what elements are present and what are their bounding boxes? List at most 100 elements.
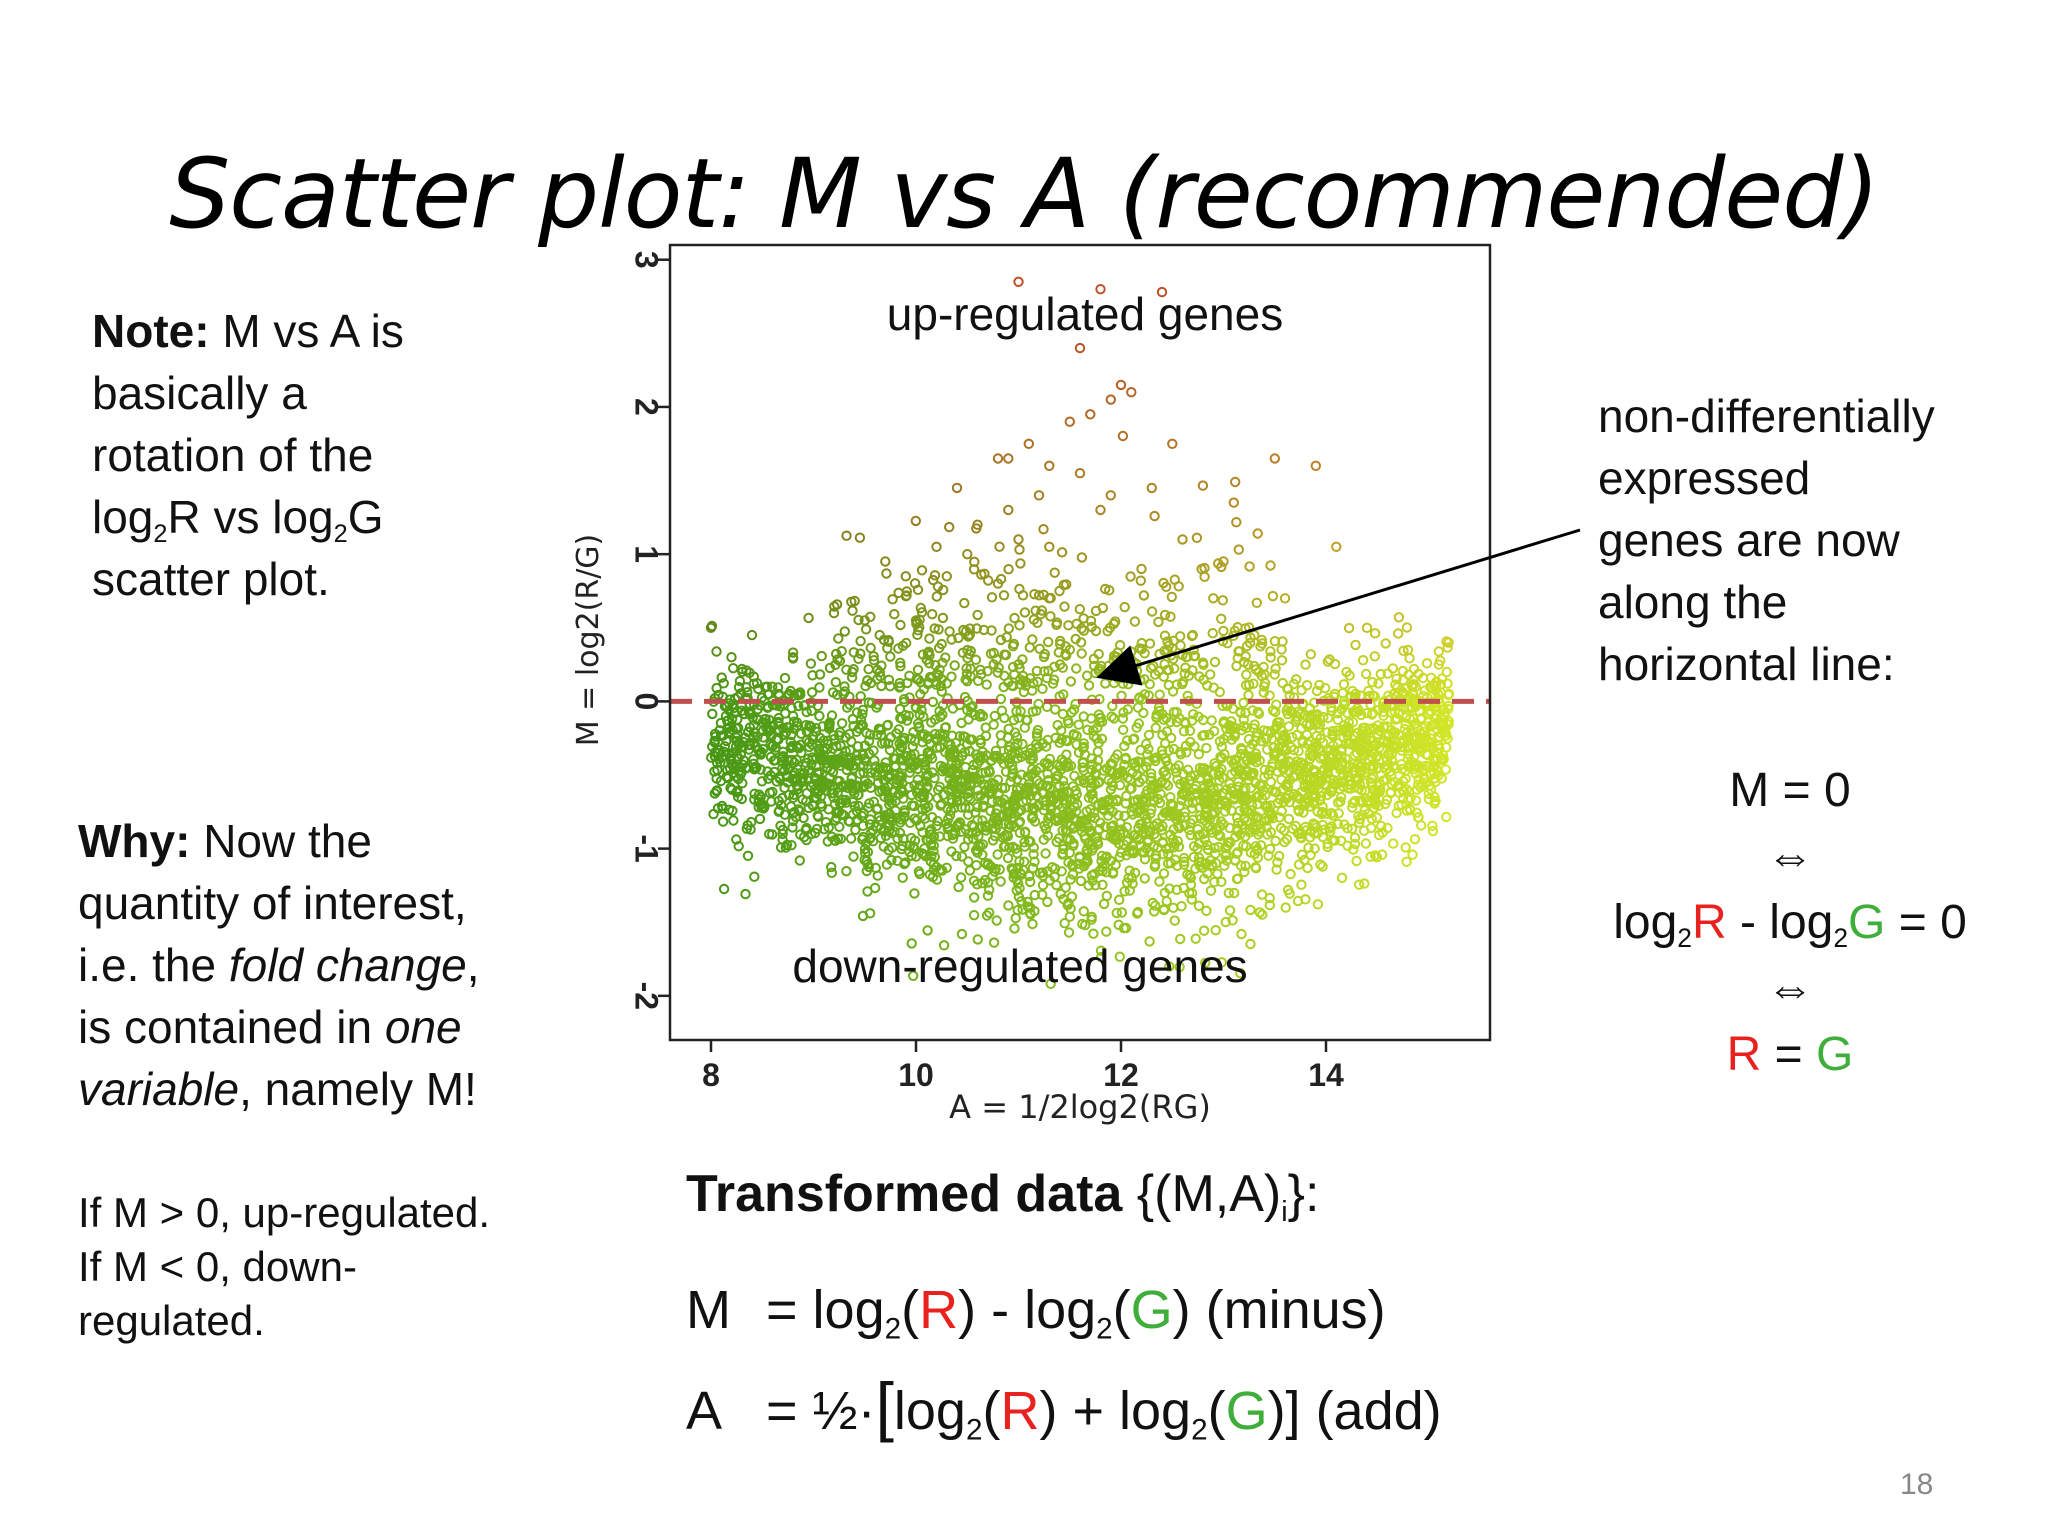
scatter-point: [1277, 753, 1288, 765]
scatter-point: [1339, 819, 1350, 830]
y-tick-label: 2: [629, 398, 665, 416]
scatter-point: [1309, 828, 1320, 839]
scatter-point: [807, 670, 818, 681]
scatter-point: [1197, 714, 1209, 726]
scatter-point: [1116, 690, 1127, 701]
scatter-point: [1431, 681, 1442, 692]
scatter-point: [1126, 387, 1137, 398]
why-emph-variable: variable: [78, 1063, 240, 1115]
scatter-point: [1332, 818, 1344, 830]
scatter-point: [741, 665, 752, 676]
scatter-point: [1218, 625, 1229, 637]
scatter-point: [1024, 870, 1035, 882]
why-line-5: variable, namely M!: [78, 1058, 480, 1120]
scatter-point: [1111, 794, 1122, 805]
a-bracket: [: [875, 1369, 894, 1443]
scatter-point: [1322, 841, 1333, 853]
scatter-point: [826, 710, 838, 721]
scatter-point: [1126, 806, 1137, 817]
scatter-point: [1011, 784, 1023, 795]
scatter-point: [782, 722, 793, 733]
scatter-point: [1003, 564, 1014, 575]
scatter-point: [956, 928, 968, 940]
scatter-point: [854, 532, 866, 543]
scatter-point: [1374, 787, 1385, 798]
scatter-point: [1322, 727, 1333, 738]
scatter-point: [1358, 825, 1370, 836]
scatter-point: [972, 758, 983, 770]
scatter-point: [958, 624, 969, 636]
scatter-point: [1045, 809, 1056, 820]
scatter-point: [916, 565, 928, 576]
scatter-point: [826, 861, 837, 873]
scatter-point: [1288, 744, 1300, 756]
scatter-point: [1075, 875, 1087, 887]
scatter-point: [1246, 755, 1257, 766]
scatter-point: [792, 775, 803, 787]
scatter-point: [731, 732, 742, 743]
scatter-point: [1018, 864, 1029, 876]
scatter-point: [1338, 679, 1350, 690]
scatter-point: [754, 813, 766, 825]
scatter-point: [1086, 621, 1097, 633]
scatter-point: [1179, 811, 1190, 822]
scatter-point: [1206, 715, 1217, 726]
scatter-point: [973, 831, 984, 842]
scatter-point: [777, 792, 788, 804]
scatter-point: [1305, 753, 1316, 764]
scatter-point: [787, 710, 799, 722]
scatter-point: [1078, 738, 1089, 749]
scatter-point: [965, 793, 976, 805]
scatter-point: [895, 681, 906, 692]
scatter-point: [1105, 490, 1116, 501]
scatter-point: [896, 713, 908, 724]
scatter-point: [1228, 497, 1239, 508]
scatter-point: [766, 741, 778, 752]
scatter-point: [806, 828, 817, 840]
scatter-point: [1393, 708, 1404, 719]
scatter-point: [729, 707, 741, 719]
scatter-point: [1198, 925, 1210, 936]
scatter-point: [1149, 861, 1160, 872]
scatter-point: [1064, 644, 1075, 655]
scatter-point: [1315, 753, 1326, 764]
scatter-point: [1044, 460, 1055, 472]
scatter-point: [1361, 622, 1373, 633]
scatter-point: [1085, 409, 1096, 420]
scatter-point: [941, 862, 952, 873]
scatter-point: [1043, 636, 1054, 648]
scatter-point: [1025, 743, 1037, 755]
scatter-point: [1210, 925, 1221, 936]
a-text: = ½·: [766, 1381, 876, 1441]
scatter-point: [1045, 804, 1057, 815]
scatter-point: [1128, 734, 1139, 745]
scatter-point: [1004, 757, 1015, 768]
scatter-point: [931, 591, 942, 602]
scatter-point: [977, 746, 988, 758]
scatter-point: [1059, 601, 1070, 612]
scatter-point: [1139, 854, 1151, 865]
scatter-point: [728, 663, 739, 674]
scatter-point: [1175, 933, 1186, 945]
scatter-point: [1360, 763, 1372, 774]
scatter-point: [1369, 691, 1380, 702]
scatter-point: [1053, 647, 1064, 658]
scatter-point: [1119, 601, 1130, 613]
scatter-point: [803, 612, 814, 624]
a-text: ) + log: [1039, 1381, 1192, 1441]
scatter-point: [847, 605, 858, 616]
scatter-point: [1044, 782, 1056, 793]
eq-text: =: [1761, 1028, 1817, 1081]
scatter-point: [1038, 788, 1049, 799]
page-number: 18: [1900, 1468, 1934, 1501]
scatter-point: [1021, 795, 1032, 806]
scatter-point: [1036, 605, 1048, 616]
scatter-point: [1027, 706, 1038, 717]
scatter-point: [1124, 783, 1136, 794]
scatter-point: [970, 845, 982, 856]
scatter-point: [796, 728, 807, 739]
scatter-point: [826, 867, 837, 878]
scatter-point: [1019, 827, 1031, 838]
scatter-point: [1149, 510, 1160, 522]
scatter-point: [1012, 862, 1023, 874]
